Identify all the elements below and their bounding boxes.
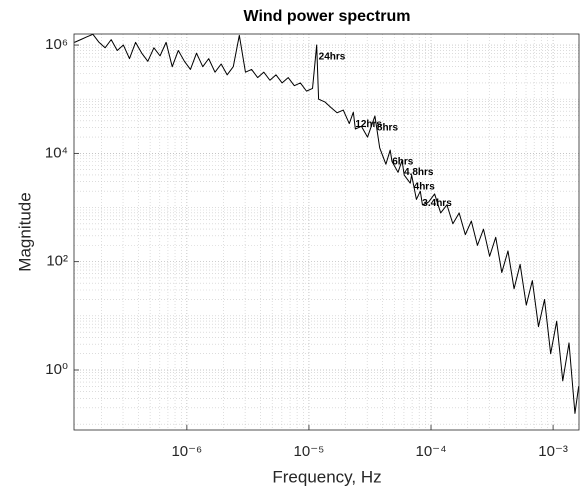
annotation: 3.4hrs (422, 198, 452, 209)
x-tick-label: 10⁻⁶ (171, 443, 202, 460)
x-axis-label: Frequency, Hz (272, 467, 381, 486)
annotation: 6hrs (392, 157, 414, 168)
annotation: 12hrs (355, 119, 382, 130)
y-axis-label: Magnitude (15, 192, 34, 271)
annotation: 4.8hrs (404, 167, 434, 178)
x-tick-label: 10⁻⁴ (415, 443, 446, 460)
y-tick-label: 10⁰ (45, 361, 68, 378)
annotation: 8hrs (377, 123, 399, 134)
plot-area (74, 33, 580, 414)
plot-frame (73, 33, 580, 431)
chart-title: Wind power spectrum (244, 8, 411, 25)
annotation: 4hrs (414, 182, 436, 193)
y-tick-label: 10² (46, 253, 68, 270)
x-tick-label: 10⁻³ (538, 443, 568, 460)
x-tick-label: 10⁻⁵ (294, 443, 325, 460)
annotation: 24hrs (319, 52, 346, 63)
grid (74, 34, 579, 430)
y-tick-label: 10⁶ (45, 36, 68, 53)
y-tick-label: 10⁴ (45, 144, 68, 161)
spectrum-line (74, 33, 580, 414)
